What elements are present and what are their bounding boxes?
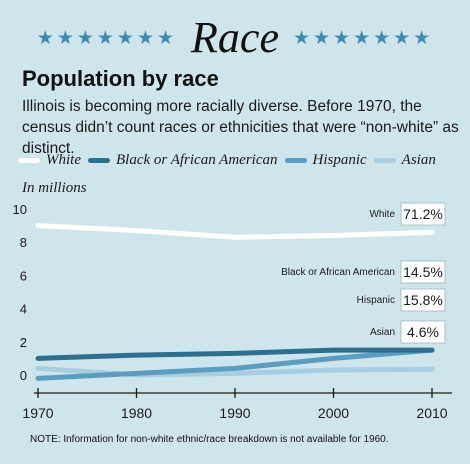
legend-swatch-asian: [373, 157, 396, 163]
share-value-hispanic: 15.8%: [403, 292, 443, 308]
x-tick-label-1970: 1970: [22, 405, 53, 421]
legend-swatch-white: [18, 157, 40, 163]
share-value-white: 71.2%: [403, 206, 443, 222]
y-tick-label-10: 10: [13, 202, 27, 217]
legend-label-black: Black or African American: [116, 151, 278, 168]
y-tick-label-8: 8: [20, 235, 27, 250]
share-label-white: White: [369, 209, 395, 220]
x-tick-label-2000: 2000: [318, 405, 349, 421]
share-value-asian: 4.6%: [407, 324, 439, 340]
share-label-hispanic: Hispanic: [357, 295, 395, 306]
share-box-black: [400, 260, 446, 284]
legend-swatch-hispanic: [284, 157, 307, 163]
legend-item-white: White: [18, 152, 81, 169]
y-axis-unit-label: In millions: [22, 180, 87, 196]
share-box-white: [400, 202, 446, 226]
banner-title: Race: [191, 13, 279, 62]
chart-heading: Population by race: [22, 66, 219, 91]
intro-text: Illinois is becoming more racially diver…: [22, 98, 459, 157]
y-tick-label-6: 6: [20, 268, 27, 283]
series-line-white: [35, 223, 435, 240]
share-box-hispanic: [400, 288, 446, 312]
stars-right-decoration: ★★★★★★★: [292, 27, 434, 49]
share-value-black: 14.5%: [403, 264, 443, 280]
legend-item-asian: Asian: [373, 151, 436, 169]
banner: ★★★★★★★ Race ★★★★★★★: [0, 10, 470, 66]
y-tick-label-2: 2: [20, 335, 27, 350]
share-label-black: Black or African American: [281, 267, 395, 278]
x-tick-label-1980: 1980: [121, 405, 152, 421]
legend-item-hispanic: Hispanic: [284, 151, 367, 169]
stars-left-decoration: ★★★★★★★: [36, 27, 178, 49]
legend-label-hispanic: Hispanic: [312, 151, 367, 168]
share-label-asian: Asian: [370, 327, 395, 338]
legend-swatch-black: [88, 157, 110, 163]
x-tick-label-2010: 2010: [416, 405, 447, 421]
legend: White Black or African American Hispanic…: [18, 150, 468, 170]
y-tick-label-0: 0: [20, 368, 27, 383]
legend-label-white: White: [46, 151, 81, 168]
series-line-hispanic: [35, 347, 435, 381]
series-line-black: [35, 347, 435, 361]
legend-item-black: Black or African American: [88, 152, 278, 169]
legend-label-asian: Asian: [401, 151, 436, 168]
footnote: NOTE: Information for non-white ethnic/r…: [30, 434, 389, 445]
x-tick-label-1990: 1990: [219, 405, 250, 421]
y-tick-label-4: 4: [20, 302, 27, 317]
share-box-asian: [400, 320, 446, 344]
